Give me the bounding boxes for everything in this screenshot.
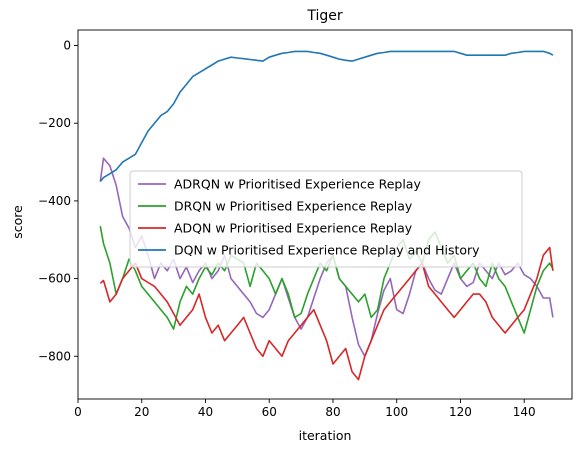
y-tick-label: 0	[63, 39, 71, 53]
y-tick-label: −600	[38, 272, 71, 286]
legend-label-1: ADRQN w Prioritised Experience Replay	[174, 177, 421, 192]
legend-label-3: ADQN w Prioritised Experience Replay	[174, 221, 413, 236]
series-line-3	[99, 246, 554, 381]
y-tick-label: −200	[38, 116, 71, 130]
y-tick-label: −400	[38, 194, 71, 208]
legend-label-2: DRQN w Prioritised Experience Replay	[174, 199, 413, 214]
chart-title: Tiger	[306, 8, 343, 24]
y-axis-label: score	[10, 205, 25, 239]
legend-box	[129, 170, 523, 268]
x-tick-label: 0	[74, 405, 82, 419]
series-line-4	[99, 50, 554, 183]
legend-label-4: DQN w Prioritised Experience Replay and …	[174, 243, 480, 258]
x-tick-label: 60	[262, 405, 277, 419]
x-tick-label: 140	[513, 405, 536, 419]
y-tick-label: −800	[38, 349, 71, 363]
x-tick-label: 40	[198, 405, 213, 419]
series-line-2	[99, 226, 554, 334]
x-tick-label: 100	[385, 405, 408, 419]
plot-frame	[77, 29, 573, 400]
x-tick-label: 20	[134, 405, 149, 419]
legend: ADRQN w Prioritised Experience Replay DRQ…	[129, 170, 523, 268]
x-tick-label: 120	[449, 405, 472, 419]
x-axis-label: iteration	[299, 428, 352, 443]
x-tick-label: 80	[325, 405, 340, 419]
axes: 0 20 40 60 80 100 120 140 0 −200 −400 −600 −800	[38, 29, 573, 419]
